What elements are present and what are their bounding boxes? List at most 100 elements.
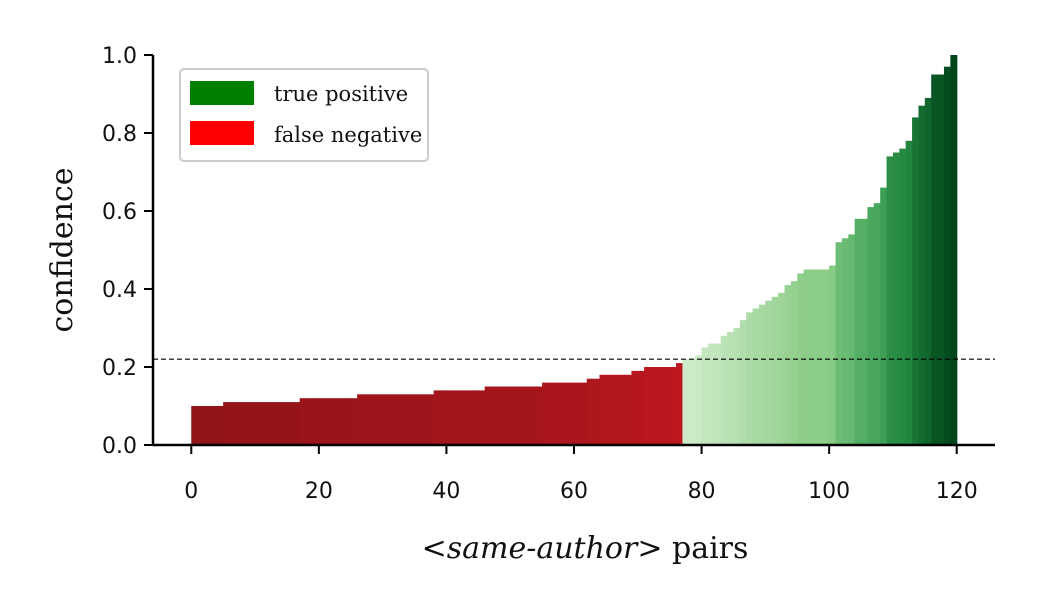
- x-tick-label: 120: [936, 479, 978, 504]
- x-tick-label: 0: [184, 479, 198, 504]
- true-positive-bar: [899, 148, 907, 445]
- false-negative-bar: [293, 402, 301, 445]
- false-negative-bar: [618, 374, 626, 445]
- y-axis-title: confidence: [45, 167, 80, 332]
- true-positive-bar: [810, 269, 817, 445]
- true-positive-bar: [746, 312, 754, 445]
- false-negative-bar: [599, 374, 607, 445]
- false-negative-bar: [325, 398, 333, 445]
- false-negative-bar: [337, 398, 345, 445]
- legend-label-false-negative: false negative: [274, 123, 422, 147]
- true-positive-bar: [848, 234, 856, 445]
- false-negative-bar: [267, 402, 275, 445]
- true-positive-bar: [861, 218, 869, 445]
- false-negative-bar: [255, 402, 263, 445]
- false-negative-bar: [306, 398, 314, 445]
- false-negative-bar: [567, 382, 575, 445]
- false-negative-bar: [382, 394, 390, 445]
- false-negative-bar: [427, 394, 435, 445]
- false-negative-bar: [235, 402, 243, 445]
- false-negative-bar: [625, 374, 633, 445]
- bars-group: [191, 55, 958, 446]
- false-negative-bar: [529, 386, 537, 445]
- y-tick-label: 0.2: [102, 356, 137, 381]
- false-negative-bar: [605, 374, 613, 445]
- false-negative-bar: [542, 382, 550, 445]
- true-positive-bar: [886, 156, 894, 445]
- false-negative-bar: [580, 382, 588, 445]
- true-positive-bar: [924, 97, 932, 446]
- x-axis-title-close: > pairs: [637, 531, 748, 566]
- false-negative-bar: [229, 402, 237, 445]
- false-negative-bar: [503, 386, 511, 445]
- true-positive-bar: [752, 308, 760, 445]
- false-negative-bar: [210, 406, 218, 445]
- false-negative-bar: [465, 390, 473, 445]
- false-negative-bar: [350, 398, 358, 445]
- legend-swatch-true-positive: [190, 81, 254, 105]
- true-positive-bar: [816, 269, 824, 445]
- false-negative-bar: [357, 394, 365, 445]
- true-positive-bar: [841, 238, 849, 445]
- false-negative-bar: [522, 386, 530, 445]
- false-negative-bar: [414, 394, 422, 445]
- false-negative-bar: [248, 402, 256, 445]
- false-negative-bar: [261, 402, 269, 445]
- true-positive-bar: [707, 343, 715, 445]
- true-positive-bar: [714, 343, 722, 445]
- true-positive-bar: [727, 331, 735, 445]
- false-negative-bar: [274, 402, 282, 445]
- y-tick-label: 1.0: [102, 44, 137, 69]
- true-positive-bar: [905, 140, 913, 446]
- false-negative-bar: [631, 370, 639, 445]
- y-tick-label: 0.0: [102, 434, 137, 459]
- false-negative-bar: [401, 394, 409, 445]
- false-negative-bar: [376, 394, 384, 445]
- true-positive-bar: [720, 335, 728, 445]
- false-negative-bar: [280, 402, 288, 445]
- false-negative-bar: [331, 398, 339, 445]
- true-positive-bar: [931, 74, 939, 445]
- false-negative-bar: [395, 394, 403, 445]
- false-negative-bar: [312, 398, 320, 445]
- false-negative-bar: [561, 382, 569, 445]
- false-negative-bar: [554, 382, 562, 445]
- false-negative-bar: [676, 363, 684, 445]
- false-negative-bar: [363, 394, 371, 445]
- y-tick-label: 0.4: [102, 278, 137, 303]
- true-positive-bar: [733, 328, 741, 445]
- false-negative-bar: [452, 390, 460, 445]
- false-negative-bar: [420, 394, 428, 445]
- true-positive-bar: [784, 285, 792, 445]
- y-tick-label: 0.8: [102, 122, 137, 147]
- false-negative-bar: [286, 402, 294, 445]
- true-positive-bar: [937, 74, 945, 445]
- false-negative-bar: [408, 394, 416, 445]
- false-negative-bar: [459, 390, 467, 445]
- false-negative-bar: [389, 394, 396, 445]
- false-negative-bar: [516, 386, 524, 445]
- true-positive-bar: [835, 242, 843, 445]
- true-positive-bar: [803, 269, 811, 445]
- false-negative-bar: [535, 386, 543, 445]
- true-positive-bar: [912, 117, 920, 446]
- false-negative-bar: [471, 390, 479, 445]
- false-negative-bar: [204, 406, 212, 445]
- false-negative-bar: [548, 382, 556, 445]
- x-tick-label: 100: [808, 479, 850, 504]
- true-positive-bar: [943, 66, 951, 445]
- x-axis-title: <same-author> pairs: [422, 531, 749, 566]
- true-positive-bar: [854, 218, 862, 445]
- false-negative-bar: [593, 378, 601, 445]
- x-tick-label: 20: [305, 479, 333, 504]
- y-tick-label: 0.6: [102, 200, 137, 225]
- true-positive-bar: [867, 207, 875, 445]
- true-positive-bar: [739, 320, 747, 445]
- false-negative-bar: [440, 390, 448, 445]
- x-axis-title-open: <: [422, 531, 447, 566]
- true-positive-bar: [682, 359, 690, 445]
- true-positive-bar: [765, 300, 773, 445]
- false-negative-bar: [216, 406, 224, 445]
- true-positive-bar: [758, 304, 766, 445]
